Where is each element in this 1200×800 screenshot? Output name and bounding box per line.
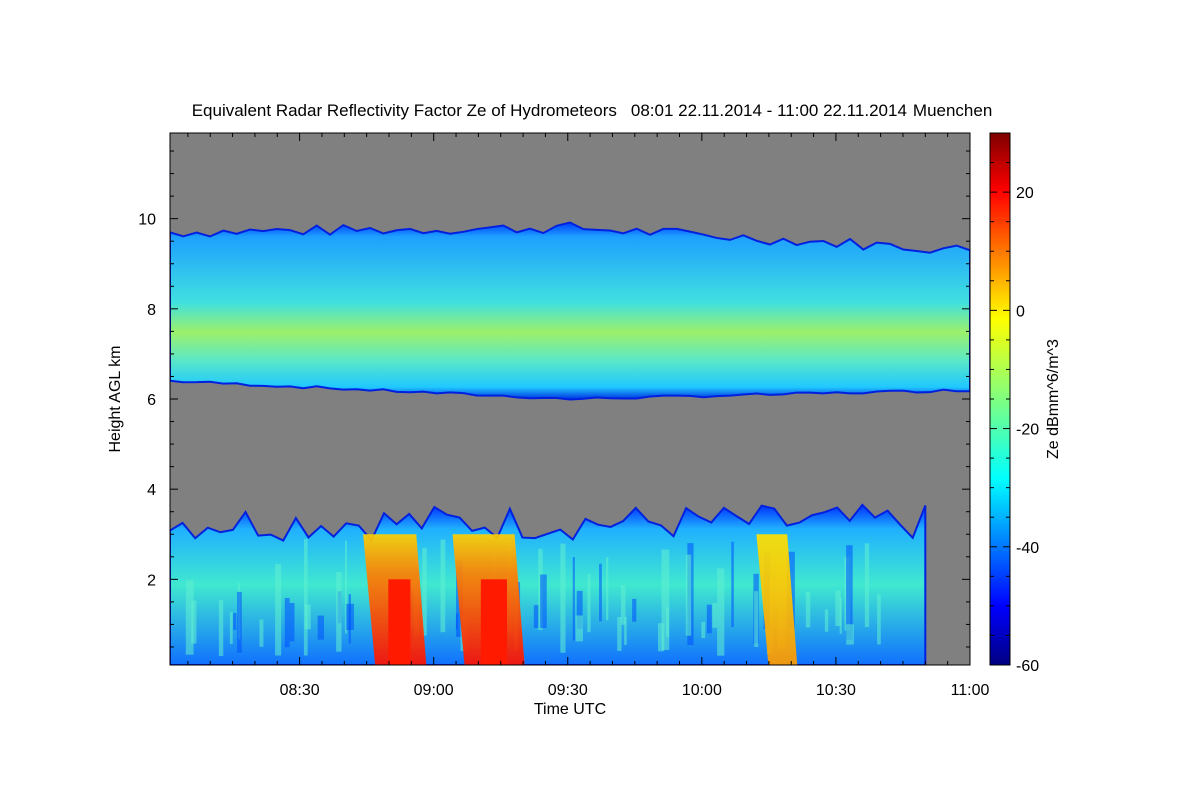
precipitation-streak bbox=[289, 602, 295, 642]
precipitation-streak bbox=[336, 572, 342, 652]
precipitation-streak bbox=[617, 616, 622, 651]
precipitation-core-max bbox=[388, 579, 411, 665]
colorbar-tick-label: -20 bbox=[1016, 422, 1039, 439]
y-tick-label: 6 bbox=[147, 392, 156, 409]
precipitation-streak bbox=[624, 616, 627, 645]
precipitation-streak bbox=[533, 605, 539, 628]
precipitation-streak bbox=[599, 563, 602, 622]
precipitation-streak bbox=[706, 604, 712, 634]
y-tick-label: 8 bbox=[147, 302, 156, 319]
precipitation-streak bbox=[731, 541, 734, 628]
x-axis: 08:30 09:00 09:30 10:00 10:30 11:00 bbox=[187, 133, 990, 699]
x-tick-label: 10:00 bbox=[682, 682, 722, 699]
y-tick-label: 4 bbox=[147, 482, 156, 499]
reflectivity-field bbox=[170, 221, 970, 665]
precipitation-streak bbox=[259, 619, 264, 647]
colorbar-tick-label: -60 bbox=[1016, 658, 1039, 675]
precipitation-streak bbox=[717, 568, 725, 656]
precipitation-streak bbox=[576, 590, 583, 629]
precipitation-streak bbox=[754, 591, 759, 647]
precipitation-streak bbox=[606, 556, 609, 621]
colorbar-tick-label: -40 bbox=[1016, 540, 1039, 557]
precipitation-streak bbox=[587, 574, 591, 633]
precipitation-streak bbox=[805, 591, 811, 628]
x-tick-label: 11:00 bbox=[951, 682, 990, 699]
x-tick-label: 09:30 bbox=[548, 682, 588, 699]
precipitation-streak bbox=[191, 600, 197, 644]
x-axis-label: Time UTC bbox=[534, 701, 606, 718]
x-tick-label: 10:30 bbox=[816, 682, 856, 699]
y-axis-label: Height AGL km bbox=[107, 345, 124, 452]
precipitation-streak bbox=[685, 554, 692, 636]
lower-precipitation-layer bbox=[170, 503, 927, 665]
precipitation-streak bbox=[661, 549, 670, 650]
precipitation-streak bbox=[835, 590, 841, 627]
x-tick-label: 09:00 bbox=[414, 682, 454, 699]
chart-title: Equivalent Radar Reflectivity Factor Ze … bbox=[192, 101, 617, 120]
precipitation-streak bbox=[846, 545, 853, 640]
precipitation-streak bbox=[864, 543, 870, 628]
precipitation-streak bbox=[304, 604, 311, 630]
precipitation-streak bbox=[317, 615, 325, 640]
precipitation-streak bbox=[440, 539, 446, 633]
precipitation-streak bbox=[540, 574, 547, 629]
colorbar-tick-label: 0 bbox=[1016, 303, 1025, 320]
upper-cloud-layer bbox=[170, 221, 970, 401]
precipitation-streak bbox=[712, 602, 718, 628]
precipitation-streak bbox=[185, 580, 194, 655]
precipitation-streak bbox=[824, 609, 829, 632]
precipitation-streak bbox=[275, 563, 282, 656]
chart-time-range: 08:01 22.11.2014 - 11:00 22.11.2014 bbox=[631, 101, 907, 120]
precipitation-streak bbox=[846, 624, 854, 645]
precipitation-streak bbox=[344, 540, 347, 634]
precipitation-streak bbox=[560, 543, 566, 653]
precipitation-streak bbox=[229, 611, 233, 645]
precipitation-streak bbox=[877, 594, 881, 645]
precipitation-streak bbox=[632, 598, 637, 622]
precipitation-streak bbox=[284, 597, 290, 648]
precipitation-streak bbox=[701, 621, 706, 639]
precipitation-streak bbox=[237, 591, 242, 653]
chart-location: Muenchen bbox=[913, 101, 992, 120]
precipitation-streak bbox=[422, 547, 427, 636]
precipitation-streak bbox=[620, 584, 626, 625]
precipitation-streak bbox=[346, 603, 354, 630]
y-tick-label: 2 bbox=[147, 572, 156, 589]
precipitation-streak bbox=[233, 612, 237, 630]
y-tick-label: 10 bbox=[138, 212, 156, 229]
x-tick-label: 08:30 bbox=[280, 682, 320, 699]
precipitation-streak bbox=[575, 615, 583, 642]
precipitation-streak bbox=[303, 538, 308, 656]
chart-title-line: Equivalent Radar Reflectivity Factor Ze … bbox=[192, 101, 993, 120]
colorbar-tick-label: 20 bbox=[1016, 185, 1034, 202]
colorbar-axis: 20 0 -20 -40 -60 bbox=[990, 132, 1039, 675]
colorbar-label: Ze dBmm^6/m^3 bbox=[1045, 339, 1062, 459]
y-axis: 2 4 6 8 10 bbox=[138, 150, 970, 648]
precipitation-core bbox=[756, 534, 798, 665]
precipitation-core-max bbox=[480, 579, 507, 665]
precipitation-streak bbox=[572, 557, 575, 641]
precipitation-streak bbox=[218, 600, 224, 656]
precipitation-streak bbox=[657, 623, 665, 652]
precipitation-streak bbox=[839, 597, 842, 634]
